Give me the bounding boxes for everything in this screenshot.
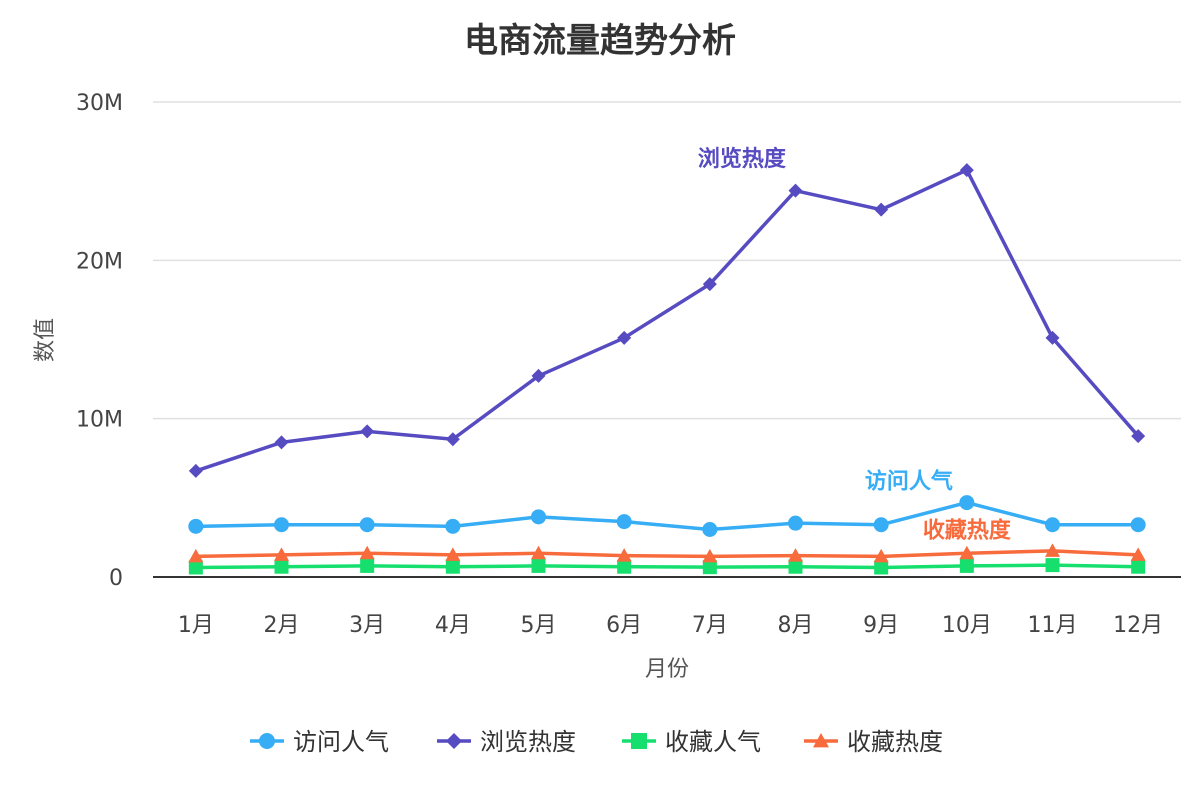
data-point[interactable]: [1045, 558, 1060, 573]
series-line: [195, 500, 1139, 532]
series-line: [195, 563, 1139, 570]
data-point[interactable]: [360, 424, 375, 439]
data-point[interactable]: [445, 518, 461, 534]
data-point[interactable]: [1045, 517, 1060, 533]
series-3: [188, 558, 1146, 575]
data-point[interactable]: [959, 495, 975, 511]
data-point[interactable]: [188, 560, 203, 575]
x-axis-title: 月份: [645, 657, 689, 682]
data-point[interactable]: [188, 518, 204, 534]
legend-label: 收藏人气: [665, 728, 761, 756]
data-point[interactable]: [788, 183, 803, 198]
legend-item[interactable]: 收藏热度: [804, 728, 943, 756]
data-point[interactable]: [188, 463, 203, 478]
data-point[interactable]: [616, 548, 632, 562]
legend-item[interactable]: 访问人气: [250, 728, 389, 756]
series-1: [188, 495, 1146, 537]
data-point[interactable]: [359, 517, 375, 533]
data-point[interactable]: [873, 517, 889, 533]
series-line: [195, 168, 1140, 473]
data-point[interactable]: [616, 514, 632, 530]
x-tick-label: 10月: [942, 613, 992, 638]
x-tick-label: 2月: [264, 613, 300, 638]
x-tick-label: 11月: [1028, 613, 1078, 638]
data-point[interactable]: [874, 560, 889, 575]
series-group: [188, 163, 1146, 575]
data-point[interactable]: [1045, 330, 1060, 345]
data-point[interactable]: [788, 559, 803, 574]
y-tick-label: 10M: [76, 408, 123, 433]
series-2: [188, 163, 1146, 478]
data-point[interactable]: [359, 545, 375, 560]
data-point[interactable]: [531, 509, 546, 525]
data-point[interactable]: [1130, 517, 1146, 533]
x-tick-label: 3月: [349, 613, 385, 638]
data-point[interactable]: [274, 547, 289, 561]
data-point[interactable]: [274, 517, 289, 533]
data-point[interactable]: [959, 163, 974, 178]
series-annotation: 收藏热度: [923, 517, 1012, 543]
data-point[interactable]: [445, 559, 460, 574]
legend-marker[interactable]: [813, 733, 829, 748]
chart-title: 电商流量趋势分析: [464, 21, 736, 61]
legend-marker[interactable]: [631, 733, 647, 749]
x-tick-label: 4月: [435, 613, 471, 638]
data-point[interactable]: [1130, 547, 1146, 561]
x-tick-label: 7月: [692, 613, 728, 638]
legend-item[interactable]: 收藏人气: [622, 728, 761, 756]
x-tick-label: 6月: [606, 613, 642, 638]
data-point[interactable]: [788, 515, 803, 531]
data-point[interactable]: [531, 368, 546, 383]
data-point[interactable]: [959, 558, 974, 573]
series-4: [188, 543, 1146, 563]
data-point[interactable]: [617, 559, 632, 574]
legend-label: 访问人气: [293, 728, 389, 756]
legend-item[interactable]: 浏览热度: [437, 728, 576, 756]
data-point[interactable]: [873, 548, 889, 563]
data-point[interactable]: [274, 435, 289, 450]
y-tick-label: 20M: [76, 249, 123, 274]
x-axis: 1月 2月 3月 4月 5月 6月 7月 8月 9月 10月 11月 12月: [153, 576, 1181, 638]
legend-marker[interactable]: [259, 733, 275, 749]
series-annotation: 浏览热度: [698, 146, 787, 172]
data-point[interactable]: [360, 558, 375, 573]
legend[interactable]: 访问人气 浏览热度 收藏人气 收藏热度: [250, 728, 943, 756]
data-point[interactable]: [617, 330, 632, 345]
data-point[interactable]: [874, 202, 889, 217]
x-tick-label: 5月: [521, 613, 557, 638]
y-tick-label: 30M: [76, 91, 123, 116]
data-point[interactable]: [959, 545, 975, 560]
data-point[interactable]: [702, 560, 717, 575]
y-axis-title: 数值: [33, 318, 58, 362]
legend-label: 收藏热度: [847, 728, 943, 756]
series-line: [195, 549, 1139, 559]
x-tick-label: 1月: [178, 613, 214, 638]
data-point[interactable]: [702, 522, 718, 537]
data-point[interactable]: [445, 547, 461, 561]
x-tick-label: 9月: [863, 613, 899, 638]
legend-label: 浏览热度: [480, 728, 576, 756]
data-point[interactable]: [1045, 543, 1060, 557]
x-tick-label: 8月: [778, 613, 814, 638]
data-point[interactable]: [702, 277, 717, 292]
data-point[interactable]: [531, 558, 546, 573]
x-tick-label: 12月: [1113, 613, 1163, 638]
data-point[interactable]: [788, 548, 803, 562]
series-annotation: 访问人气: [865, 469, 953, 495]
data-point[interactable]: [531, 545, 546, 560]
data-point[interactable]: [1131, 559, 1146, 574]
data-point[interactable]: [1131, 429, 1146, 444]
y-tick-label: 0: [109, 566, 123, 591]
data-point[interactable]: [702, 548, 718, 563]
data-point[interactable]: [445, 432, 460, 447]
gridlines: [153, 101, 1181, 420]
data-point[interactable]: [188, 548, 204, 563]
data-point[interactable]: [274, 559, 289, 574]
y-axis: 0 10M 20M 30M: [76, 91, 123, 591]
legend-marker[interactable]: [446, 733, 462, 749]
